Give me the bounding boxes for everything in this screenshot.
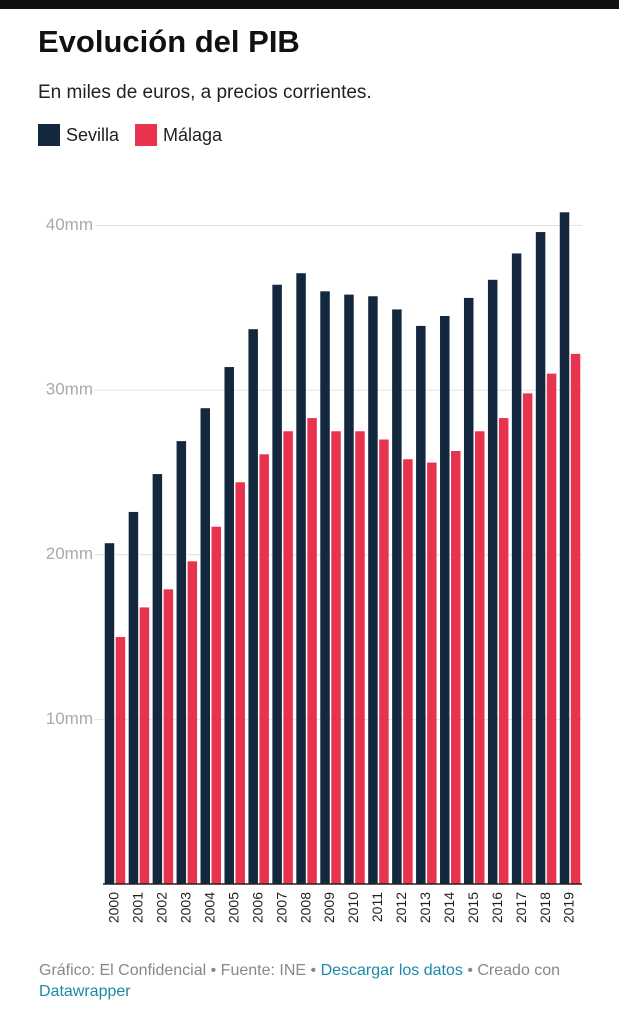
bar [272, 284, 282, 885]
x-tick-label: 2008 [297, 892, 313, 923]
bar [416, 325, 426, 884]
bar [224, 367, 234, 884]
bar [368, 296, 378, 884]
bar [427, 462, 437, 884]
bar [128, 511, 139, 884]
bar [474, 431, 485, 884]
x-tick-label: 2011 [369, 892, 385, 922]
legend-label: Málaga [163, 125, 223, 145]
download-link[interactable]: Descargar los datos [320, 962, 463, 979]
bar [522, 393, 533, 884]
plot: 10mm 20mm 30mm 40mm 2000 2001 2002 2003 2004 2005… [46, 212, 582, 923]
legend-swatch [135, 124, 158, 146]
bar [535, 232, 546, 885]
x-tick-label: 2005 [225, 892, 241, 923]
bar [283, 431, 293, 884]
bar [570, 353, 581, 884]
x-tick-label: 2018 [537, 892, 553, 923]
x-tick-label: 2017 [513, 892, 529, 923]
bar [344, 294, 354, 884]
x-tick-label: 2000 [106, 892, 122, 923]
credit: Gráfico: El Confidencial • Fuente: INE • [39, 962, 317, 979]
bar [187, 561, 198, 884]
x-tick-label: 2019 [561, 892, 577, 923]
bar [104, 543, 115, 884]
bar [379, 439, 389, 884]
chart-title: Evolución del PIB [38, 24, 300, 59]
bar [331, 431, 341, 884]
x-tick-label: 2014 [441, 892, 457, 923]
y-tick-label: 10mm [46, 709, 93, 728]
x-tick-label: 2003 [178, 892, 194, 923]
bar [487, 279, 498, 884]
bar [200, 408, 211, 884]
bar [392, 309, 402, 884]
bar [139, 607, 150, 884]
bar [296, 273, 306, 885]
bar [163, 589, 174, 884]
bar [152, 474, 163, 884]
x-tick-label: 2009 [321, 892, 337, 923]
x-tick-label: 2010 [345, 892, 361, 923]
bar [403, 459, 413, 884]
footer: Gráfico: El Confidencial • Fuente: INE •… [39, 960, 579, 1002]
bar [115, 637, 126, 884]
chart: Evolución del PIB En miles de euros, a p… [38, 24, 582, 923]
bar [546, 373, 557, 884]
created: • Creado con [467, 962, 561, 979]
x-tick-label: 2012 [393, 892, 409, 923]
top-bar [0, 0, 619, 9]
bar [235, 482, 245, 884]
x-tick-label: 2015 [465, 892, 481, 923]
legend: Sevilla Málaga [38, 124, 223, 146]
tool-link[interactable]: Datawrapper [39, 983, 131, 1000]
legend-swatch [38, 124, 60, 146]
bar [451, 451, 461, 884]
y-tick-label: 40mm [46, 215, 93, 234]
bar [440, 316, 450, 884]
bar [355, 431, 365, 884]
bar [511, 253, 522, 884]
x-tick-label: 2001 [130, 892, 146, 923]
x-tick-label: 2013 [417, 892, 433, 923]
bar [307, 418, 317, 884]
bar [463, 297, 474, 884]
bar [498, 418, 509, 884]
bar [259, 454, 269, 884]
bar [176, 441, 187, 884]
bar [320, 291, 330, 884]
x-tick-label: 2002 [154, 892, 170, 923]
x-tick-label: 2016 [489, 892, 505, 923]
bar [248, 329, 258, 884]
x-tick-label: 2007 [273, 892, 289, 923]
bar [559, 212, 570, 885]
bar [211, 526, 222, 884]
legend-label: Sevilla [66, 125, 120, 145]
x-tick-label: 2004 [201, 892, 217, 923]
x-tick-label: 2006 [249, 892, 265, 923]
y-tick-label: 30mm [46, 380, 93, 399]
y-tick-label: 20mm [46, 544, 93, 563]
chart-subtitle: En miles de euros, a precios corrientes. [38, 82, 372, 103]
